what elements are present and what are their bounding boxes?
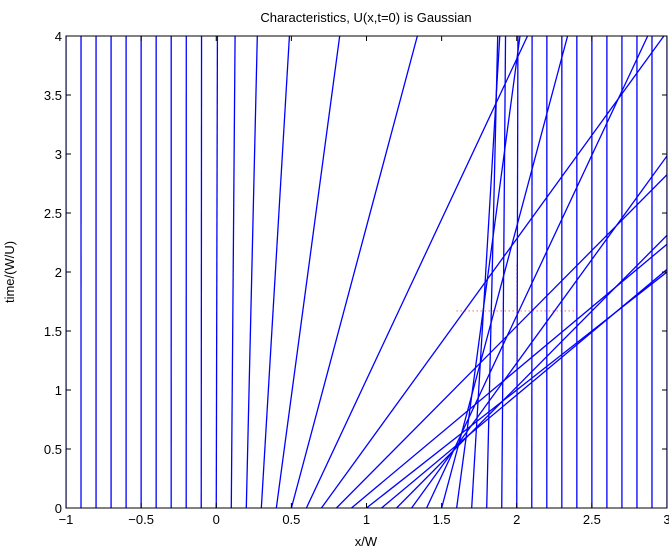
characteristic-line	[471, 36, 501, 508]
x-tick-label: −0.5	[128, 512, 154, 527]
x-tick-label: 3	[663, 512, 669, 527]
characteristic-line	[486, 36, 499, 508]
characteristic-line	[305, 36, 529, 508]
y-tick-label: 2.5	[44, 206, 62, 221]
y-tick-label: 0	[55, 501, 62, 516]
x-axis-label: x/W	[355, 534, 378, 549]
x-tick-label: 2	[513, 512, 520, 527]
y-tick-label: 2	[55, 265, 62, 280]
characteristic-line	[351, 243, 667, 508]
characteristic-line	[245, 36, 258, 508]
x-tick-label: 1.5	[433, 512, 451, 527]
x-tick-label: 0	[213, 512, 220, 527]
characteristic-line	[335, 173, 667, 508]
characteristic-line	[381, 268, 667, 508]
y-tick-label: 3.5	[44, 88, 62, 103]
x-tick-label: 2.5	[583, 512, 601, 527]
characteristic-line	[516, 36, 519, 508]
x-tick-label: −1	[59, 512, 74, 527]
characteristic-line	[411, 154, 667, 508]
characteristic-line	[230, 36, 236, 508]
characteristic-line	[215, 36, 219, 508]
x-axis-ticks: −1 −0.5 0 0.5 1 1.5 2 2.5 3	[59, 36, 669, 527]
y-axis-label: time/(W/U)	[2, 241, 17, 303]
shock-marker	[456, 263, 577, 359]
characteristic-line	[396, 234, 667, 508]
characteristic-line	[501, 36, 507, 508]
y-tick-label: 4	[55, 29, 62, 44]
y-tick-label: 0.5	[44, 442, 62, 457]
characteristic-line	[290, 36, 418, 508]
characteristic-line	[275, 36, 341, 508]
chart-title: Characteristics, U(x,t=0) is Gaussian	[260, 10, 471, 25]
x-tick-label: 0.5	[282, 512, 300, 527]
y-tick-label: 3	[55, 147, 62, 162]
characteristic-lines	[66, 36, 667, 508]
y-tick-label: 1	[55, 383, 62, 398]
characteristic-line	[426, 36, 649, 508]
y-axis-ticks: 0 0.5 1 1.5 2 2.5 3 3.5 4	[44, 29, 667, 516]
y-tick-label: 1.5	[44, 324, 62, 339]
characteristic-line	[456, 36, 521, 508]
characteristic-line	[260, 36, 291, 508]
x-tick-label: 1	[363, 512, 370, 527]
